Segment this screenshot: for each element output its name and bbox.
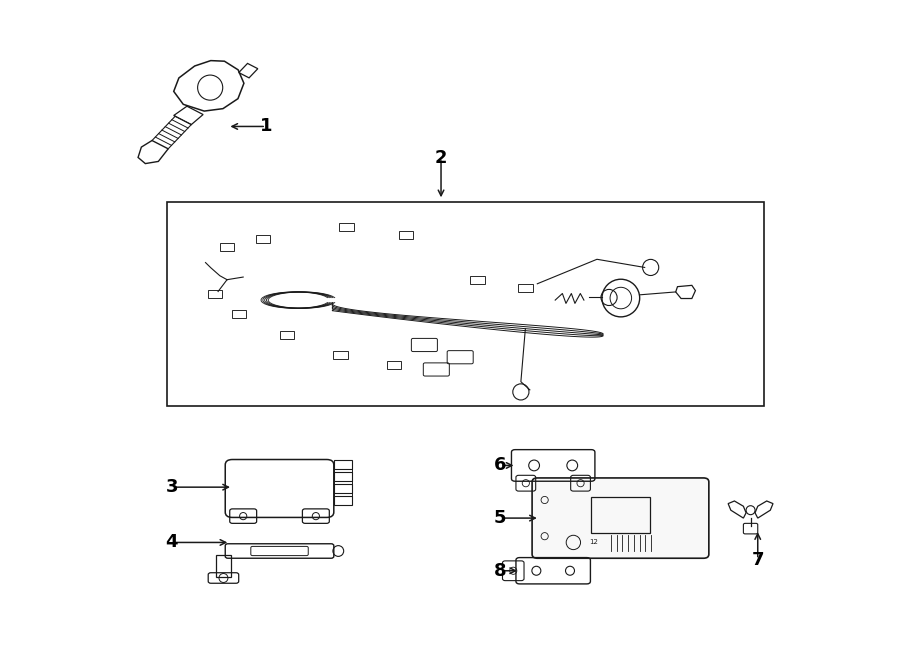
- Text: 3: 3: [166, 478, 178, 496]
- FancyBboxPatch shape: [532, 478, 709, 559]
- Bar: [333, 351, 347, 359]
- Bar: [280, 330, 294, 338]
- Text: 5: 5: [494, 509, 507, 527]
- Bar: [208, 290, 222, 298]
- Bar: [334, 484, 352, 493]
- Text: 8: 8: [494, 562, 507, 580]
- Text: 4: 4: [166, 533, 178, 551]
- Text: 2: 2: [435, 149, 447, 167]
- Text: 7: 7: [752, 551, 764, 568]
- Bar: [471, 276, 485, 284]
- Bar: [220, 243, 234, 251]
- Bar: [387, 362, 401, 369]
- Text: 6: 6: [494, 457, 507, 475]
- Bar: [591, 496, 650, 533]
- Text: 1: 1: [260, 118, 273, 136]
- Bar: [334, 472, 352, 481]
- Bar: [256, 235, 270, 243]
- Bar: [518, 284, 533, 292]
- Bar: [334, 496, 352, 505]
- Bar: [232, 311, 247, 319]
- Text: 12: 12: [590, 539, 598, 545]
- Bar: [339, 223, 354, 231]
- Bar: [167, 202, 764, 407]
- Bar: [216, 555, 230, 577]
- Bar: [399, 231, 413, 239]
- Bar: [334, 460, 352, 469]
